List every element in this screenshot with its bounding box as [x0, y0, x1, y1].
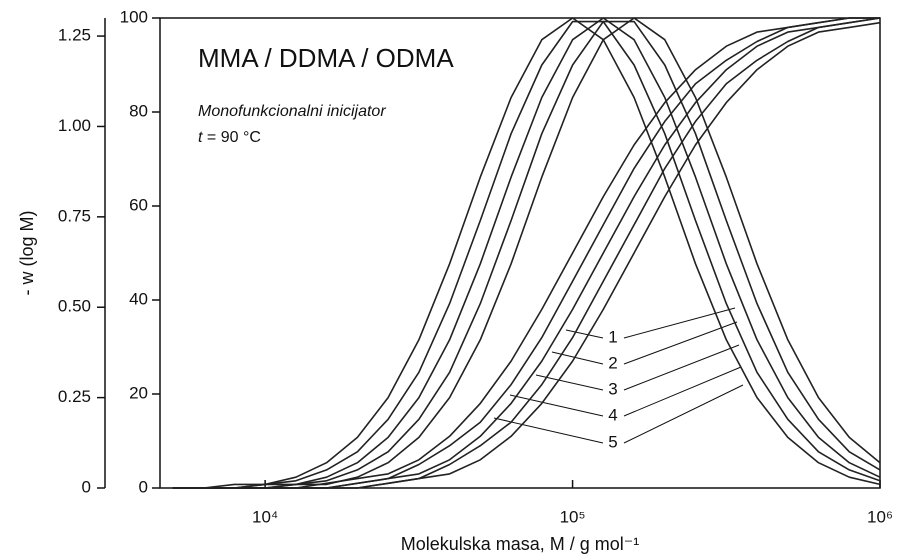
series-line — [172, 20, 881, 489]
y2-tick-label: 0 — [139, 477, 148, 496]
y-tick-label: 0.75 — [58, 206, 91, 225]
y-tick-label: 0.25 — [58, 387, 91, 406]
y-axis-title: - w (log M) — [17, 211, 37, 296]
x-tick-label: 10⁵ — [560, 507, 586, 526]
condition-var: t — [198, 129, 203, 146]
plot-frame — [159, 17, 881, 489]
y-tick-label: 0 — [82, 477, 91, 496]
series-line — [172, 20, 881, 489]
y-tick-label: 1.00 — [58, 116, 91, 135]
series-line — [172, 17, 881, 489]
curve-label: 2 — [608, 353, 617, 372]
curve-label: 1 — [608, 327, 617, 346]
y2-tick-label: 80 — [129, 101, 148, 120]
series-line — [172, 17, 881, 489]
leader-line — [551, 351, 604, 365]
chart-title: MMA / DDMA / ODMA — [198, 43, 454, 73]
leader-line — [509, 394, 604, 417]
curve-label: 5 — [608, 432, 617, 451]
series-line — [172, 17, 880, 489]
leader-line — [565, 329, 604, 339]
leader-line — [623, 344, 740, 391]
series-line — [172, 21, 881, 489]
leader-line — [623, 384, 744, 444]
condition: t = 90 °C — [198, 129, 261, 146]
x-tick-label: 10⁴ — [252, 507, 278, 526]
leader-line — [623, 366, 742, 417]
curve-label: 4 — [608, 405, 617, 424]
x-tick-label: 10⁶ — [867, 507, 893, 526]
series-line — [172, 17, 880, 489]
y-tick-label: 1.25 — [58, 26, 91, 45]
x-axis-title: Molekulska masa, M / g mol⁻¹ — [401, 534, 640, 554]
series-line — [172, 17, 881, 489]
y2-tick-label: 40 — [129, 289, 148, 308]
y2-tick-label: 20 — [129, 383, 148, 402]
condition-text: = 90 °C — [207, 129, 261, 146]
leader-line — [493, 417, 604, 444]
y2-tick-label: 60 — [129, 195, 148, 214]
curve-label: 3 — [608, 379, 617, 398]
series-line — [172, 17, 881, 489]
leader-line — [623, 307, 736, 339]
series-line — [172, 17, 881, 489]
annotation: Monofunkcionalni inicijator — [198, 103, 386, 120]
leader-line — [623, 321, 738, 365]
y-tick-label: 0.50 — [58, 297, 91, 316]
y2-tick-label: 100 — [120, 7, 148, 26]
